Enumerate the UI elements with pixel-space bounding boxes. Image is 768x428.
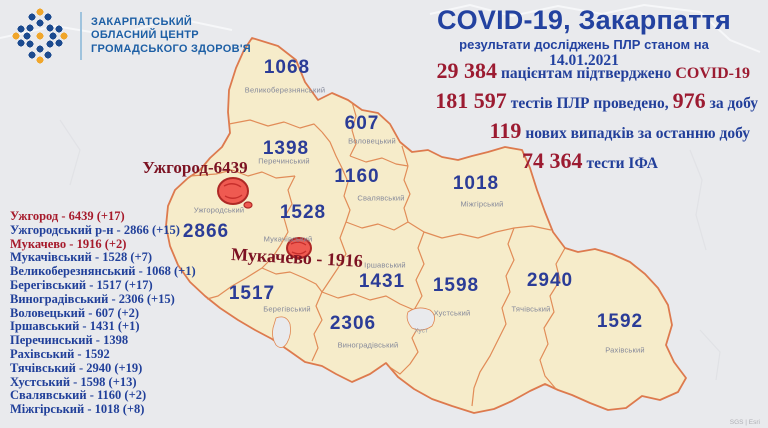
velykoberezniansky-name: Великоберезнянський	[244, 85, 326, 95]
new-cases-count: 119	[489, 118, 522, 143]
org-name-line3: ГРОМАДСЬКОГО ЗДОРОВ'Я	[91, 42, 251, 55]
list-item-irshavskyi: Іршавський - 1431 (+1)	[10, 319, 140, 334]
svaliavskyi-value: 1160	[334, 166, 380, 187]
khustskyi-value: 1598	[432, 275, 480, 296]
map-attribution: SGS | Esri	[729, 419, 760, 426]
svaliavskyi-name: Свалявський	[357, 193, 405, 203]
org-logo-dots-icon	[8, 6, 72, 66]
confirmed-suffix: COVID-19	[675, 65, 750, 82]
report-date: 14.01.2021	[549, 52, 619, 69]
pcr-day-label: за добу	[709, 95, 758, 112]
list-item-vynohradivskyi: Виноградівський - 2306 (+15)	[10, 291, 175, 306]
uzhhorod-city-label: Ужгород-6439	[142, 158, 248, 177]
mukachevo-city-marker	[286, 237, 312, 259]
mizhhirskyi-value: 1018	[452, 173, 500, 194]
org-name-line2: ОБЛАСНИЙ ЦЕНТР	[91, 29, 199, 42]
confirmed-count: 29 384	[436, 58, 498, 83]
stat-ifa: 74 364 тести ІФА	[435, 148, 758, 174]
irshavskyi-value: 1431	[358, 271, 406, 292]
list-item-svaliavskyi: Свалявський - 1160 (+2)	[10, 388, 147, 403]
list-item-mukachevo: Мукачево - 1916 (+2)	[10, 236, 127, 251]
uzhhorod-city-marker	[217, 177, 253, 209]
stat-new-cases: 119 нових випадків за останню добу	[435, 118, 758, 144]
confirmed-label: пацієнтам підтверджено	[501, 65, 672, 82]
khust-city-label: Хуст	[414, 327, 428, 335]
ifa-count: 74 364	[521, 148, 583, 173]
list-item-khustskyi: Хустський - 1598 (+13)	[10, 374, 137, 389]
vynohradivskyi-value: 2306	[329, 313, 377, 334]
org-name: ЗАКАРПАТСЬКИЙ ОБЛАСНИЙ ЦЕНТР ГРОМАДСЬКОГ…	[91, 16, 251, 57]
pcr-count: 181 597	[435, 88, 507, 113]
district-stats-list: Ужгород - 6439 (+17) Ужгородський р-н - …	[10, 209, 196, 417]
list-item-mizhhirskyi: Міжгірський - 1018 (+8)	[10, 402, 145, 417]
velykoberezniansky-value: 1068	[263, 57, 311, 78]
volovetskyi-name: Воловецький	[348, 136, 396, 146]
khustskyi-name: Хустський	[433, 308, 471, 318]
list-item-tiachivskyi: Тячівський - 2940 (+19)	[10, 360, 143, 375]
mukachivskyi-name: Мукачівський	[263, 234, 313, 244]
volovetskyi-value: 607	[344, 113, 380, 134]
uzhhorodskyi-value: 2866	[182, 221, 230, 242]
list-item-uzhhorodskyi: Ужгородський р-н - 2866 (+15)	[10, 222, 180, 237]
pcr-day-count: 976	[672, 88, 706, 113]
tiachivskyi-name: Тячівський	[511, 304, 551, 314]
pcr-label: тестів ПЛР проведено,	[510, 95, 669, 112]
list-item-rakhivskyi: Рахівський - 1592	[10, 346, 110, 361]
list-item-uzhhorod: Ужгород - 6439 (+17)	[10, 209, 125, 223]
berehivskyi-value: 1517	[228, 283, 276, 304]
header: COVID-19, Закарпаття результати дослідже…	[426, 6, 742, 70]
org-logo: ЗАКАРПАТСЬКИЙ ОБЛАСНИЙ ЦЕНТР ГРОМАДСЬКОГ…	[8, 6, 251, 66]
list-item-mukachivskyi: Мукачівський - 1528 (+7)	[10, 250, 153, 265]
stat-confirmed: 29 384 пацієнтам підтверджено COVID-19	[435, 58, 758, 84]
berehove-enclave	[272, 316, 291, 348]
mukachivskyi-value: 1528	[279, 202, 327, 223]
vynohradivskyi-name: Виноградівський	[337, 340, 399, 350]
list-item-velykoberezniansky: Великоберезнянський - 1068 (+1)	[10, 264, 196, 279]
logo-divider	[80, 12, 82, 60]
background-terrain-lines	[59, 119, 721, 381]
subtitle-text: результати досліджень ПЛР станом на	[459, 37, 709, 52]
region-shape	[165, 37, 687, 414]
page-subtitle: результати досліджень ПЛР станом на 14.0…	[426, 37, 742, 70]
khust-enclave	[406, 307, 435, 331]
list-item-berehivskyi: Берегівський - 1517 (+17)	[10, 277, 153, 292]
org-name-line1: ЗАКАРПАТСЬКИЙ	[91, 15, 193, 28]
perechynskyi-name: Перечинський	[258, 156, 310, 166]
rakhivskyi-value: 1592	[596, 311, 644, 332]
berehivskyi-name: Берегівський	[263, 304, 311, 314]
page-title: COVID-19, Закарпаття	[436, 5, 731, 35]
tiachivskyi-value: 2940	[526, 270, 574, 291]
irshavskyi-name: Іршавський	[364, 260, 406, 270]
new-cases-label: нових випадків за останню добу	[525, 125, 750, 142]
perechynskyi-value: 1398	[262, 138, 310, 159]
list-item-volovetskyi: Воловецький - 607 (+2)	[10, 305, 140, 320]
list-item-perechynskyi: Перечинський - 1398	[10, 333, 129, 348]
mizhhirskyi-name: Міжгірський	[460, 199, 504, 209]
ifa-label: тести ІФА	[586, 155, 658, 172]
rakhivskyi-name: Рахівський	[605, 345, 645, 355]
summary-stats: 29 384 пацієнтам підтверджено COVID-19 1…	[435, 58, 758, 178]
uzhhorodskyi-name: Ужгородський	[193, 205, 245, 215]
stat-pcr: 181 597 тестів ПЛР проведено, 976 за доб…	[435, 88, 758, 114]
